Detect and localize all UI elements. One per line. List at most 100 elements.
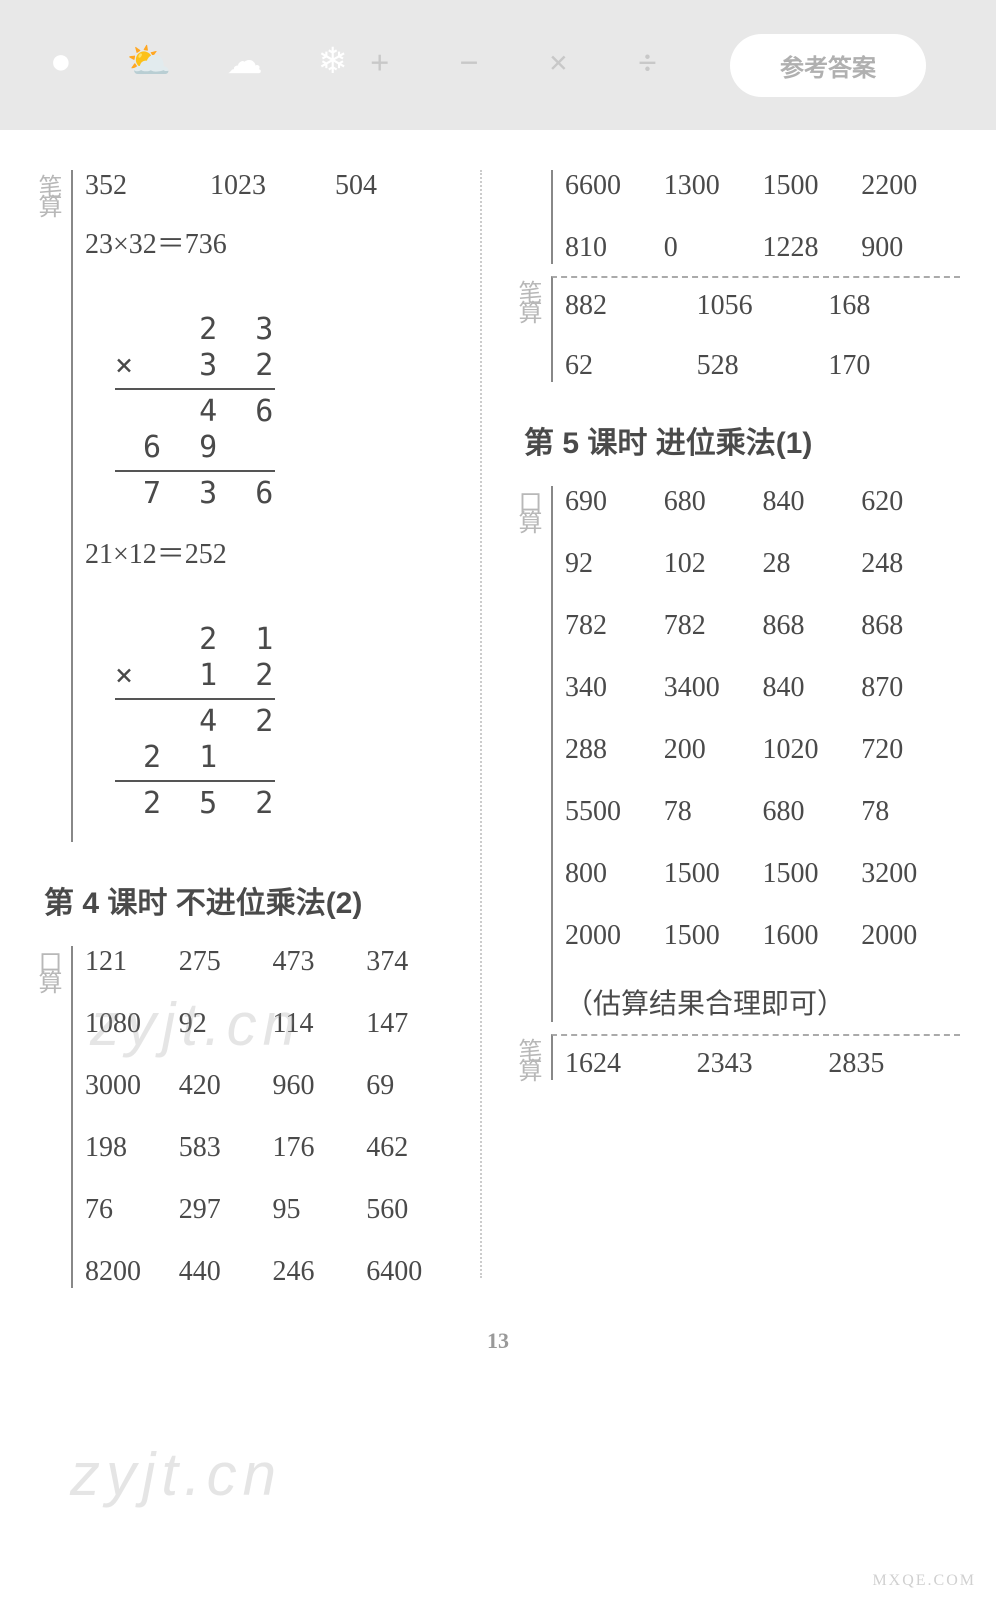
page-number: 13 (0, 1328, 996, 1354)
mult-row: 2 5 2 (115, 786, 283, 821)
num-cell: 76 (85, 1194, 179, 1226)
num-cell: 92 (565, 548, 664, 580)
bi-top-right: 笔算 882105616862528170 (510, 276, 960, 382)
num-cell: 176 (273, 1132, 367, 1164)
num-cell: 102 (664, 548, 763, 580)
equation-1: 23×32＝736 (85, 222, 460, 262)
num-cell: 782 (664, 610, 763, 642)
num-cell: 1600 (763, 920, 862, 952)
vertical-label-kou: 口算 (30, 946, 71, 1288)
mult-row: 4 6 (115, 394, 283, 429)
num-cell: 374 (366, 946, 460, 978)
estimate-note: （估算结果合理即可） (565, 982, 960, 1022)
num-cell: 1500 (763, 170, 862, 202)
num-cell: 900 (861, 232, 960, 264)
num-cell: 2000 (565, 920, 664, 952)
snow-icon: ❄ (318, 40, 348, 82)
num-cell: 114 (273, 1008, 367, 1040)
num-cell: 870 (861, 672, 960, 704)
num-cell: 504 (335, 170, 460, 202)
kou-inner-4: 1212754733741080921141473000420960691985… (71, 946, 460, 1288)
num-cell: 680 (664, 486, 763, 518)
num-cell: 3400 (664, 672, 763, 704)
minus-icon: − (459, 45, 478, 83)
watermark: zyjt.cn (70, 1440, 282, 1509)
num-cell: 6400 (366, 1256, 460, 1288)
num-cell: 8200 (85, 1256, 179, 1288)
kou-section-4: 口算 1212754733741080921141473000420960691… (30, 946, 460, 1288)
num-cell: 560 (366, 1194, 460, 1226)
vertical-label-bi: 笔算 (510, 1034, 551, 1080)
num-cell: 248 (861, 548, 960, 580)
mult-row: 2 1 (115, 740, 227, 775)
mult-row: 7 3 6 (115, 476, 283, 511)
num-cell: 2835 (828, 1048, 960, 1080)
num-cell: 440 (179, 1256, 273, 1288)
num-cell: 62 (565, 350, 697, 382)
num-cell: 198 (85, 1132, 179, 1164)
kou-top-right: 口算 660013001500220081001228900 (510, 170, 960, 264)
corner-watermark: MXQE.COM (872, 1572, 976, 1590)
num-grid-bi-top: 882105616862528170 (565, 290, 960, 382)
num-cell: 462 (366, 1132, 460, 1164)
long-mult-1: 2 3 × 3 2 4 6 6 9 7 3 6 (115, 276, 460, 512)
num-cell: 200 (664, 734, 763, 766)
num-cell: 1500 (763, 858, 862, 890)
num-cell: 275 (179, 946, 273, 978)
top-row-3: 352 1023 504 (85, 170, 460, 202)
num-cell: 1228 (763, 232, 862, 264)
mult-row: 4 2 (115, 704, 283, 739)
num-grid-kou5: 6906808406209210228248782782868868340340… (565, 486, 960, 952)
num-cell: 69 (366, 1070, 460, 1102)
rule-line (115, 470, 275, 472)
num-grid-kou-top: 660013001500220081001228900 (565, 170, 960, 264)
num-cell: 0 (664, 232, 763, 264)
num-cell: 882 (565, 290, 697, 322)
answer-pill: 参考答案 (730, 34, 926, 97)
num-cell: 288 (565, 734, 664, 766)
vertical-label-kou: 口算 (510, 486, 551, 1022)
num-cell: 840 (763, 486, 862, 518)
num-cell: 3200 (861, 858, 960, 890)
lesson-5-title: 第 5 课时 进位乘法(1) (524, 418, 960, 462)
num-cell: 840 (763, 672, 862, 704)
num-grid-bi5: 162423432835 (565, 1048, 960, 1080)
weather-icons: ● ⛅ ☁ ❄ (50, 40, 348, 82)
num-cell: 1624 (565, 1048, 697, 1080)
partly-cloudy-icon: ⛅ (127, 40, 172, 82)
num-cell: 170 (828, 350, 960, 382)
num-cell: 528 (697, 350, 829, 382)
plus-icon: + (370, 45, 389, 83)
divide-icon: ÷ (638, 45, 657, 83)
cloud-icon: ☁ (227, 40, 263, 82)
num-cell: 147 (366, 1008, 460, 1040)
bi-inner: 352 1023 504 23×32＝736 2 3 × 3 2 4 6 6 9… (71, 170, 460, 842)
num-cell: 1300 (664, 170, 763, 202)
num-cell: 78 (861, 796, 960, 828)
bi-section-5: 笔算 162423432835 (510, 1034, 960, 1080)
mult-row: × 1 2 (115, 658, 283, 693)
bi-section-left: 笔算 352 1023 504 23×32＝736 2 3 × 3 2 4 6 … (30, 170, 460, 842)
num-cell: 5500 (565, 796, 664, 828)
num-cell: 28 (763, 548, 862, 580)
num-cell: 3000 (85, 1070, 179, 1102)
num-cell: 246 (273, 1256, 367, 1288)
num-cell: 810 (565, 232, 664, 264)
times-icon: × (549, 45, 568, 83)
num-cell: 340 (565, 672, 664, 704)
mult-row: 6 9 (115, 430, 227, 465)
math-ops: + − × ÷ (370, 45, 657, 83)
num-cell: 800 (565, 858, 664, 890)
num-cell: 583 (179, 1132, 273, 1164)
num-cell: 1020 (763, 734, 862, 766)
num-cell: 6600 (565, 170, 664, 202)
num-cell: 297 (179, 1194, 273, 1226)
vertical-label-bi: 笔算 (30, 170, 71, 842)
num-grid-kou4: 1212754733741080921141473000420960691985… (85, 946, 460, 1288)
num-cell: 1056 (697, 290, 829, 322)
num-cell: 1500 (664, 920, 763, 952)
num-cell: 1080 (85, 1008, 179, 1040)
num-cell: 868 (763, 610, 862, 642)
lesson-4-title: 第 4 课时 不进位乘法(2) (44, 878, 460, 922)
num-cell: 782 (565, 610, 664, 642)
